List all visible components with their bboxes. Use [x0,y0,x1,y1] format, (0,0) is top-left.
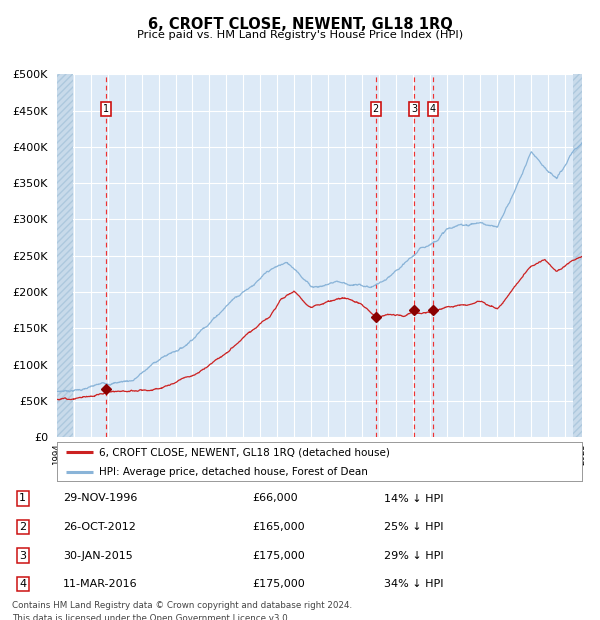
Text: This data is licensed under the Open Government Licence v3.0.: This data is licensed under the Open Gov… [12,614,290,620]
Text: £165,000: £165,000 [252,522,305,532]
Text: 3: 3 [411,104,417,114]
Bar [57,74,73,437]
Text: 6, CROFT CLOSE, NEWENT, GL18 1RQ: 6, CROFT CLOSE, NEWENT, GL18 1RQ [148,17,452,32]
Text: 3: 3 [19,551,26,560]
Text: £175,000: £175,000 [252,579,305,589]
Text: Contains HM Land Registry data © Crown copyright and database right 2024.: Contains HM Land Registry data © Crown c… [12,601,352,610]
Text: 2: 2 [373,104,379,114]
Text: £66,000: £66,000 [252,494,298,503]
Text: 1: 1 [19,494,26,503]
Text: 4: 4 [19,579,26,589]
Text: £175,000: £175,000 [252,551,305,560]
Text: 34% ↓ HPI: 34% ↓ HPI [384,579,443,589]
Text: 26-OCT-2012: 26-OCT-2012 [63,522,136,532]
Text: 2: 2 [19,522,26,532]
Text: HPI: Average price, detached house, Forest of Dean: HPI: Average price, detached house, Fore… [99,467,368,477]
Text: 6, CROFT CLOSE, NEWENT, GL18 1RQ (detached house): 6, CROFT CLOSE, NEWENT, GL18 1RQ (detach… [99,448,390,458]
Text: 14% ↓ HPI: 14% ↓ HPI [384,494,443,503]
Bar [572,74,582,437]
Text: 29-NOV-1996: 29-NOV-1996 [63,494,137,503]
Text: Price paid vs. HM Land Registry's House Price Index (HPI): Price paid vs. HM Land Registry's House … [137,30,463,40]
Text: 11-MAR-2016: 11-MAR-2016 [63,579,137,589]
Text: 30-JAN-2015: 30-JAN-2015 [63,551,133,560]
Text: 25% ↓ HPI: 25% ↓ HPI [384,522,443,532]
Text: 4: 4 [430,104,436,114]
Text: 29% ↓ HPI: 29% ↓ HPI [384,551,443,560]
Text: 1: 1 [103,104,109,114]
